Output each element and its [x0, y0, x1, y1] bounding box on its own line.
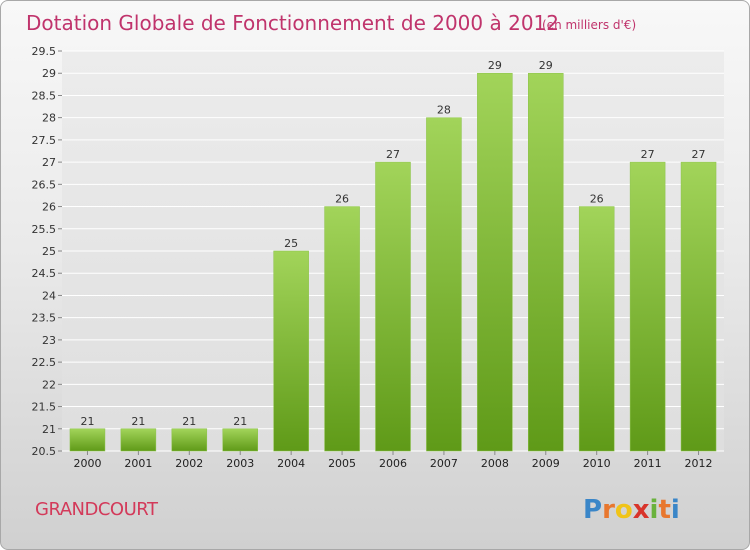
data-label-2012: 27 [692, 148, 706, 161]
data-label-2007: 28 [437, 104, 451, 117]
y-tick-label: 25 [42, 245, 56, 258]
commune-name: GRANDCOURT [35, 499, 159, 520]
y-tick-label: 25.5 [32, 223, 57, 236]
x-tick-label-2009: 2009 [532, 457, 560, 470]
x-tick-label-2010: 2010 [583, 457, 611, 470]
brand-letter: t [658, 495, 670, 525]
bar-2011 [629, 161, 666, 452]
x-tick-label-2003: 2003 [226, 457, 254, 470]
y-tick-label: 20.5 [32, 445, 57, 458]
brand-letter: i [671, 495, 680, 525]
brand-text: Proxiti [583, 495, 680, 525]
chart-title: Dotation Globale de Fonctionnement de 20… [26, 11, 559, 35]
data-label-2000: 21 [80, 415, 94, 428]
bar-2002 [171, 428, 208, 452]
data-label-2005: 26 [335, 193, 349, 206]
y-tick-label: 28.5 [32, 89, 57, 102]
brand-letter: i [650, 495, 659, 525]
brand-letter: o [615, 495, 633, 525]
bar-2008 [477, 72, 513, 452]
data-label-2002: 21 [182, 415, 196, 428]
bar-2009 [528, 72, 564, 452]
data-label-2010: 26 [590, 193, 604, 206]
brand-letter: r [602, 495, 615, 525]
y-tick-label: 21.5 [32, 401, 57, 414]
data-label-2011: 27 [641, 148, 655, 161]
y-tick-label: 29 [42, 67, 56, 80]
y-tick-label: 21 [42, 423, 56, 436]
y-tick-label: 24.5 [32, 267, 57, 280]
data-label-2001: 21 [131, 415, 145, 428]
y-axis-ticks: 20.5 21 21.5 22 22.5 23 23.5 24 24.5 25 25.5 26 26.5… [32, 45, 62, 458]
x-tick-label-2005: 2005 [328, 457, 356, 470]
brand-letter: x [633, 495, 650, 525]
x-tick-label-2002: 2002 [175, 457, 203, 470]
y-tick-label: 22.5 [32, 356, 57, 369]
brand-letter: P [583, 495, 602, 525]
data-labels: 21 21 21 21 25 26 27 28 29 29 26 27 27 [80, 59, 705, 428]
x-tick-label-2007: 2007 [430, 457, 458, 470]
bar-2006 [375, 161, 411, 452]
y-tick-label: 26.5 [32, 178, 57, 191]
x-tick-label-2004: 2004 [277, 457, 305, 470]
bar-2005 [324, 206, 360, 452]
y-tick-label: 23 [42, 334, 56, 347]
bar-2010 [578, 206, 615, 452]
bar-2004 [273, 250, 309, 452]
y-tick-label: 27.5 [32, 134, 57, 147]
data-label-2008: 29 [488, 59, 502, 72]
y-tick-label: 23.5 [32, 312, 57, 325]
x-tick-label-2011: 2011 [634, 457, 662, 470]
x-tick-label-2008: 2008 [481, 457, 509, 470]
data-label-2004: 25 [284, 237, 298, 250]
bar-2007 [426, 117, 462, 452]
bar-2003 [222, 428, 258, 452]
bar-2000 [69, 428, 106, 452]
bar-2012 [680, 161, 717, 452]
x-tick-label-2006: 2006 [379, 457, 407, 470]
x-tick-label-2001: 2001 [124, 457, 152, 470]
y-tick-label: 24 [42, 289, 56, 302]
y-tick-label: 22 [42, 378, 56, 391]
bar-2001 [120, 428, 157, 452]
data-label-2003: 21 [233, 415, 247, 428]
x-tick-label-2000: 2000 [73, 457, 101, 470]
data-label-2006: 27 [386, 148, 400, 161]
y-tick-label: 29.5 [32, 45, 57, 58]
y-tick-label: 27 [42, 156, 56, 169]
x-tick-label-2012: 2012 [685, 457, 713, 470]
y-tick-label: 28 [42, 112, 56, 125]
proxiti-logo: Proxiti [583, 495, 680, 525]
y-tick-label: 26 [42, 201, 56, 214]
data-label-2009: 29 [539, 59, 553, 72]
x-axis-ticks: 2000 2001 2002 2003 2004 2005 2006 2007 2008 2009… [73, 451, 713, 470]
chart-subtitle: (en milliers d'€) [542, 18, 636, 32]
